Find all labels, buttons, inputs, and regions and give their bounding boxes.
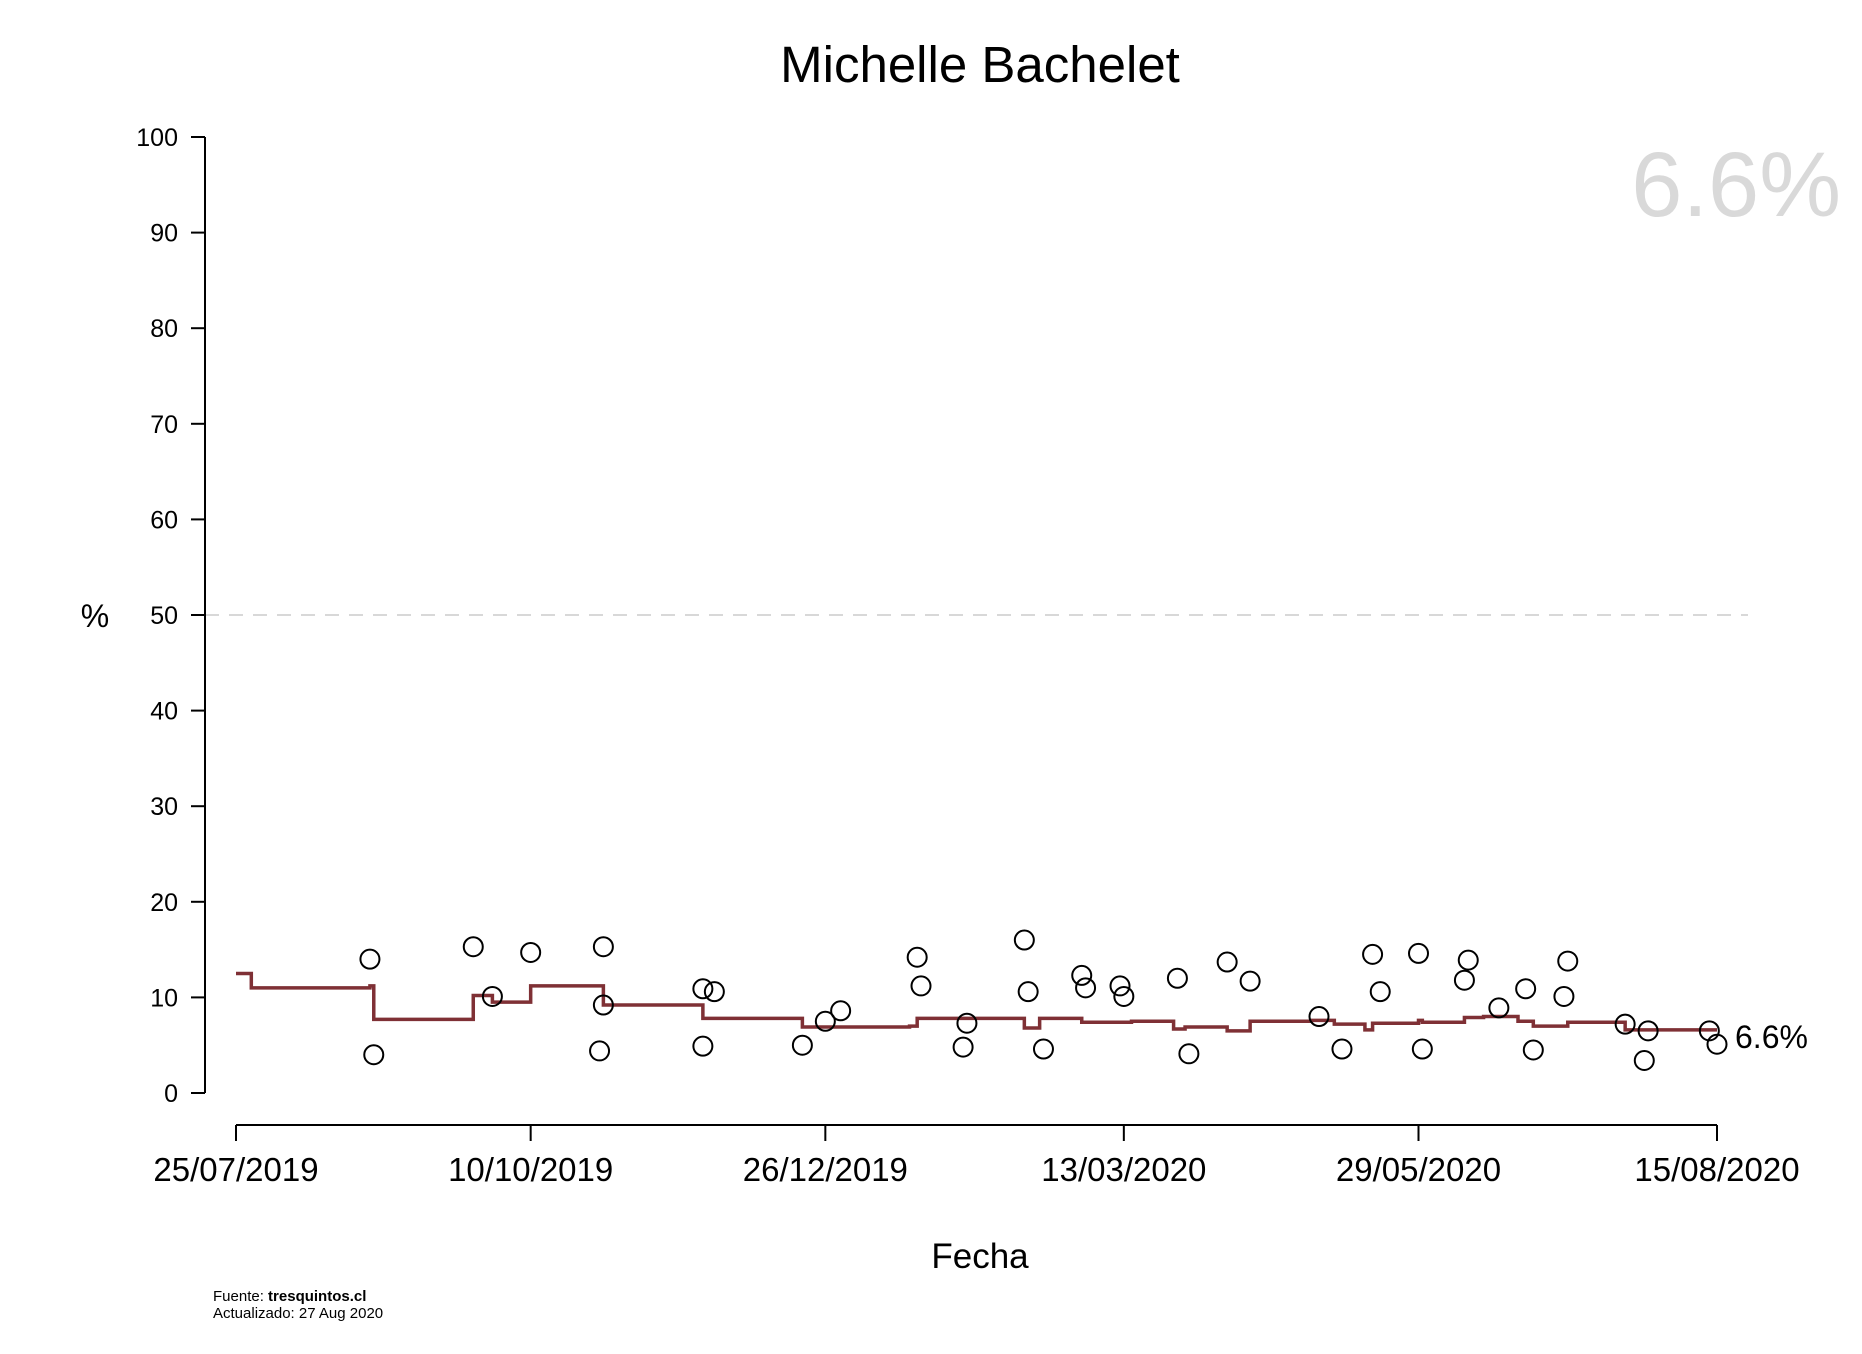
x-tick-label: 13/03/2020 [1041, 1151, 1206, 1188]
updated-line: Actualizado: 27 Aug 2020 [213, 1305, 384, 1322]
poll-point [1614, 1013, 1636, 1035]
poll-point [363, 1044, 385, 1066]
source-line: Fuente: tresquintos.cl [213, 1288, 383, 1305]
source-name: tresquintos.cl [268, 1288, 367, 1305]
poll-point [589, 1040, 611, 1062]
poll-point [791, 1034, 813, 1056]
y-axis-label: % [81, 598, 109, 634]
poll-point [1522, 1039, 1544, 1061]
poll-point [1166, 967, 1188, 989]
poll-point [1515, 978, 1537, 1000]
y-tick-label: 80 [150, 315, 178, 343]
x-axis-label: Fecha [931, 1237, 1029, 1276]
poll-point [830, 1000, 852, 1022]
poll-point [1331, 1038, 1353, 1060]
y-tick-label: 20 [150, 889, 178, 917]
poll-point [703, 981, 725, 1003]
poll-point [1706, 1033, 1728, 1055]
poll-point [952, 1036, 974, 1058]
poll-points-group [359, 929, 1728, 1071]
poll-point [592, 936, 614, 958]
x-tick-label: 29/05/2020 [1336, 1151, 1501, 1188]
poll-point [520, 941, 542, 963]
poll-point [910, 975, 932, 997]
poll-point [1216, 951, 1238, 973]
x-tick-label: 26/12/2019 [743, 1151, 908, 1188]
poll-point [481, 985, 503, 1007]
source-note: Fuente: tresquintos.cl Actualizado: 27 A… [213, 1288, 383, 1322]
poll-point [692, 978, 714, 1000]
trend-step-line [236, 971, 1717, 1033]
poll-point [359, 948, 381, 970]
poll-point [956, 1012, 978, 1034]
poll-point [1109, 975, 1131, 997]
poll-point [1178, 1043, 1200, 1065]
y-tick-label: 30 [150, 793, 178, 821]
poll-point [1457, 949, 1479, 971]
trend-line-group [236, 971, 1717, 1033]
poll-point [814, 1010, 836, 1032]
x-tick-label: 10/10/2019 [448, 1151, 613, 1188]
poll-point [1113, 985, 1135, 1007]
source-prefix: Fuente: [213, 1288, 269, 1305]
poll-point [1633, 1049, 1655, 1071]
y-tick-label: 90 [150, 220, 178, 248]
y-axis: 0 10 20 30 40 50 60 70 80 90 100 [136, 124, 206, 1108]
y-tick-label: 40 [150, 698, 178, 726]
chart-title: Michelle Bachelet [780, 36, 1180, 93]
poll-point [1362, 943, 1384, 965]
poll-point [1308, 1006, 1330, 1028]
y-tick-label: 70 [150, 411, 178, 439]
poll-point [1453, 969, 1475, 991]
x-axis: 25/07/2019 10/10/2019 26/12/2019 13/03/2020… [153, 1124, 1800, 1188]
y-tick-label: 50 [150, 602, 178, 630]
poll-point [1557, 950, 1579, 972]
poll-point [1013, 929, 1035, 951]
end-value-label: 6.6% [1735, 1019, 1808, 1055]
poll-point [1071, 964, 1093, 986]
poll-point [906, 946, 928, 968]
poll-point [1032, 1038, 1054, 1060]
x-tick-label: 15/08/2020 [1634, 1151, 1799, 1188]
poll-point [462, 936, 484, 958]
big-value-label: 6.6% [1631, 134, 1841, 236]
poll-point [1017, 981, 1039, 1003]
poll-point [1369, 981, 1391, 1003]
poll-point [1553, 985, 1575, 1007]
poll-point [1408, 942, 1430, 964]
poll-point [1075, 977, 1097, 999]
poll-point [1239, 970, 1261, 992]
y-tick-label: 10 [150, 984, 178, 1012]
y-tick-label: 60 [150, 506, 178, 534]
poll-point [1488, 997, 1510, 1019]
poll-point [692, 1035, 714, 1057]
poll-point [592, 994, 614, 1016]
x-tick-label: 25/07/2019 [153, 1151, 318, 1188]
y-tick-label: 100 [136, 124, 178, 152]
y-tick-label: 0 [164, 1080, 178, 1108]
poll-point [1411, 1038, 1433, 1060]
poll-point [1637, 1020, 1659, 1042]
